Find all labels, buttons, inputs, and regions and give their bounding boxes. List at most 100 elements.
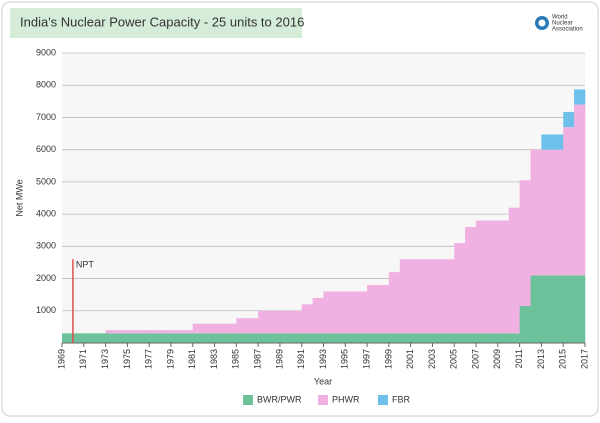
area-step — [508, 207, 520, 334]
area-step — [367, 333, 379, 343]
area-step — [574, 275, 586, 343]
x-tick-label: 1987 — [253, 349, 263, 369]
x-tick-label: 1991 — [296, 349, 306, 369]
x-axis-label: Year — [314, 376, 332, 386]
area-step — [258, 333, 270, 343]
area-step — [563, 127, 575, 276]
logo-icon — [538, 19, 546, 27]
area-step — [519, 305, 531, 343]
area-step — [530, 149, 542, 276]
area-step — [552, 134, 564, 150]
area-step — [410, 259, 422, 334]
x-tick-label: 2007 — [470, 349, 480, 369]
area-step — [203, 323, 215, 334]
area-step — [476, 220, 488, 334]
area-step — [541, 149, 553, 276]
area-step — [214, 333, 226, 343]
area-step — [541, 275, 553, 343]
chart-title: India's Nuclear Power Capacity - 25 unit… — [20, 14, 304, 29]
area-step — [476, 333, 488, 343]
annotation-text: NPT — [76, 260, 95, 270]
area-step — [399, 333, 411, 343]
area-step — [127, 330, 139, 334]
area-step — [552, 275, 564, 343]
x-tick-label: 2009 — [492, 349, 502, 369]
x-tick-label: 1997 — [361, 349, 371, 369]
area-step — [116, 330, 128, 334]
x-tick-label: 1993 — [318, 349, 328, 369]
x-tick-label: 2015 — [558, 349, 568, 369]
area-step — [377, 333, 390, 343]
area-step — [443, 333, 455, 343]
area-step — [356, 291, 368, 334]
area-step — [323, 333, 335, 343]
legend-label: BWR/PWR — [257, 394, 302, 404]
x-tick-label: 1977 — [144, 349, 154, 369]
area-step — [214, 323, 226, 334]
area-step — [519, 180, 531, 306]
area-step — [279, 333, 292, 343]
legend-label: FBR — [392, 394, 411, 404]
area-step — [552, 149, 564, 276]
area-step — [301, 304, 313, 334]
area-step — [116, 333, 128, 343]
title-banner — [10, 8, 302, 38]
area-step — [236, 333, 248, 343]
area-step — [399, 259, 411, 334]
area-step — [269, 333, 281, 343]
area-step — [508, 333, 520, 343]
x-tick-label: 1995 — [340, 349, 350, 369]
area-step — [367, 285, 379, 334]
area-step — [279, 310, 292, 334]
area-step — [72, 333, 85, 343]
area-step — [574, 89, 586, 105]
area-step — [345, 291, 357, 334]
area-step — [312, 333, 324, 343]
area-step — [258, 310, 270, 334]
area-step — [388, 333, 401, 343]
area-step — [356, 333, 368, 343]
area-step — [465, 333, 477, 343]
x-tick-label: 2013 — [536, 349, 546, 369]
area-step — [301, 333, 313, 343]
area-step — [377, 285, 390, 334]
y-tick-label: 3000 — [36, 241, 56, 251]
area-step — [247, 318, 259, 334]
x-tick-label: 1975 — [122, 349, 132, 369]
area-step — [334, 291, 346, 334]
area-step — [410, 333, 422, 343]
y-tick-label: 8000 — [36, 80, 56, 90]
area-step — [530, 275, 542, 343]
area-step — [105, 333, 117, 343]
area-step — [323, 291, 335, 334]
area-step — [83, 333, 95, 343]
y-axis-label: Net MWe — [14, 179, 24, 216]
x-tick-label: 1981 — [187, 349, 197, 369]
x-tick-label: 2001 — [405, 349, 415, 369]
area-step — [443, 259, 455, 334]
area-step — [334, 333, 346, 343]
area-step — [160, 330, 172, 334]
area-step — [497, 220, 510, 334]
area-step — [149, 333, 161, 343]
logo-text: Nuclear — [552, 21, 573, 27]
x-tick-label: 1985 — [231, 349, 241, 369]
area-step — [269, 310, 281, 334]
area-step — [497, 333, 510, 343]
area-step — [563, 111, 575, 128]
x-tick-label: 1979 — [165, 349, 175, 369]
legend-label: PHWR — [332, 394, 360, 404]
x-tick-label: 2017 — [579, 349, 589, 369]
area-step — [290, 310, 303, 334]
area-step — [563, 275, 575, 343]
area-step — [181, 333, 194, 343]
area-step — [465, 227, 477, 334]
area-step — [454, 243, 466, 334]
y-tick-label: 5000 — [36, 176, 56, 186]
area-step — [225, 333, 237, 343]
area-step — [388, 272, 401, 334]
area-step — [192, 323, 204, 334]
area-step — [138, 330, 150, 334]
area-step — [105, 330, 117, 334]
